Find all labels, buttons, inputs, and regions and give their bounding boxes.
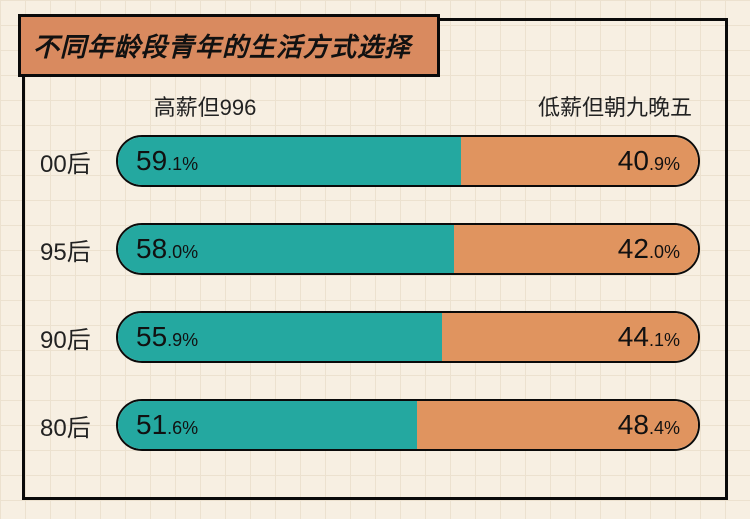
bar-row: 90后 55.9% 44.1% [40, 311, 700, 363]
bar-value-left: 55.9% [136, 321, 198, 353]
bar-value-right: 44.1% [618, 321, 680, 353]
bar-value-right: 40.9% [618, 145, 680, 177]
stacked-bar: 55.9% 44.1% [116, 311, 700, 363]
bar-segment-left: 59.1% [118, 137, 461, 185]
legend: 高薪但996 低薪但朝九晚五 [120, 90, 700, 122]
bar-value-left: 59.1% [136, 145, 198, 177]
stacked-bar: 58.0% 42.0% [116, 223, 700, 275]
bar-segment-right: 40.9% [461, 137, 698, 185]
legend-left: 高薪但996 [120, 90, 410, 122]
bar-segment-right: 44.1% [442, 313, 698, 361]
row-label: 80后 [40, 408, 116, 443]
bar-row: 95后 58.0% 42.0% [40, 223, 700, 275]
bar-segment-left: 55.9% [118, 313, 442, 361]
bar-rows: 00后 59.1% 40.9% 95后 58.0% 42.0% 90后 55.9% 44.1% 8… [40, 135, 700, 487]
row-label: 95后 [40, 232, 116, 267]
bar-segment-left: 51.6% [118, 401, 417, 449]
bar-value-left: 51.6% [136, 409, 198, 441]
legend-right: 低薪但朝九晚五 [410, 90, 700, 122]
row-label: 00后 [40, 144, 116, 179]
stacked-bar: 51.6% 48.4% [116, 399, 700, 451]
stacked-bar: 59.1% 40.9% [116, 135, 700, 187]
title-banner: 不同年龄段青年的生活方式选择 [18, 14, 440, 77]
bar-segment-right: 48.4% [417, 401, 698, 449]
bar-row: 80后 51.6% 48.4% [40, 399, 700, 451]
bar-segment-right: 42.0% [454, 225, 698, 273]
bar-value-right: 48.4% [618, 409, 680, 441]
chart-title: 不同年龄段青年的生活方式选择 [33, 32, 411, 62]
bar-value-left: 58.0% [136, 233, 198, 265]
bar-row: 00后 59.1% 40.9% [40, 135, 700, 187]
bar-segment-left: 58.0% [118, 225, 454, 273]
row-label: 90后 [40, 320, 116, 355]
bar-value-right: 42.0% [618, 233, 680, 265]
